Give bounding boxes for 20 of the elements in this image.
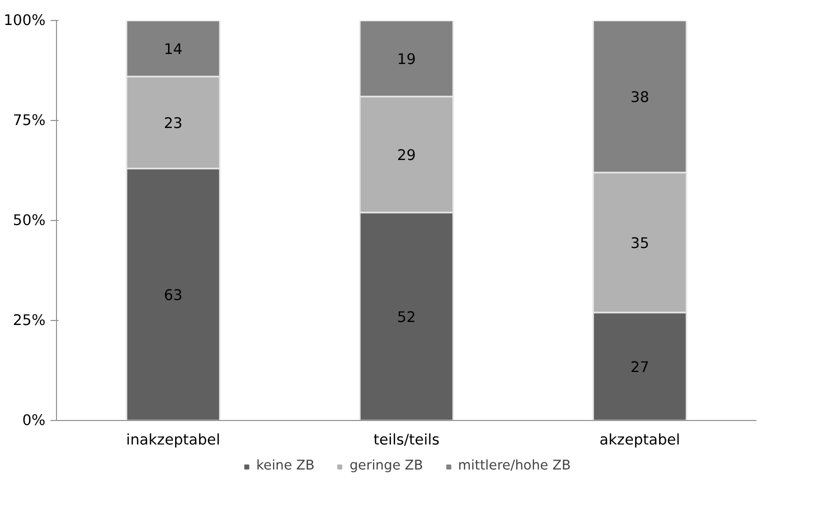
legend-label: mittlere/hohe ZB bbox=[458, 458, 571, 474]
data-label: 29 bbox=[397, 147, 416, 164]
data-label: 14 bbox=[164, 41, 182, 58]
data-label: 23 bbox=[164, 115, 182, 132]
data-label: 19 bbox=[397, 51, 416, 68]
x-tick-label: inakzeptabel bbox=[126, 432, 220, 448]
data-label: 52 bbox=[397, 309, 416, 326]
x-tick-label: teils/teils bbox=[373, 432, 440, 448]
y-tick-label: 75% bbox=[12, 112, 46, 129]
y-tick-label: 0% bbox=[22, 412, 46, 429]
data-label: 63 bbox=[164, 287, 182, 304]
y-tick-label: 100% bbox=[4, 12, 46, 29]
y-tick-label: 25% bbox=[12, 312, 46, 329]
data-label: 38 bbox=[630, 89, 650, 106]
data-label: 27 bbox=[630, 359, 650, 376]
legend-label: keine ZB bbox=[256, 458, 315, 474]
data-label: 35 bbox=[630, 235, 650, 252]
legend-label: geringe ZB bbox=[350, 458, 424, 474]
y-tick-label: 50% bbox=[12, 212, 46, 229]
x-tick-label: akzeptabel bbox=[600, 432, 680, 448]
